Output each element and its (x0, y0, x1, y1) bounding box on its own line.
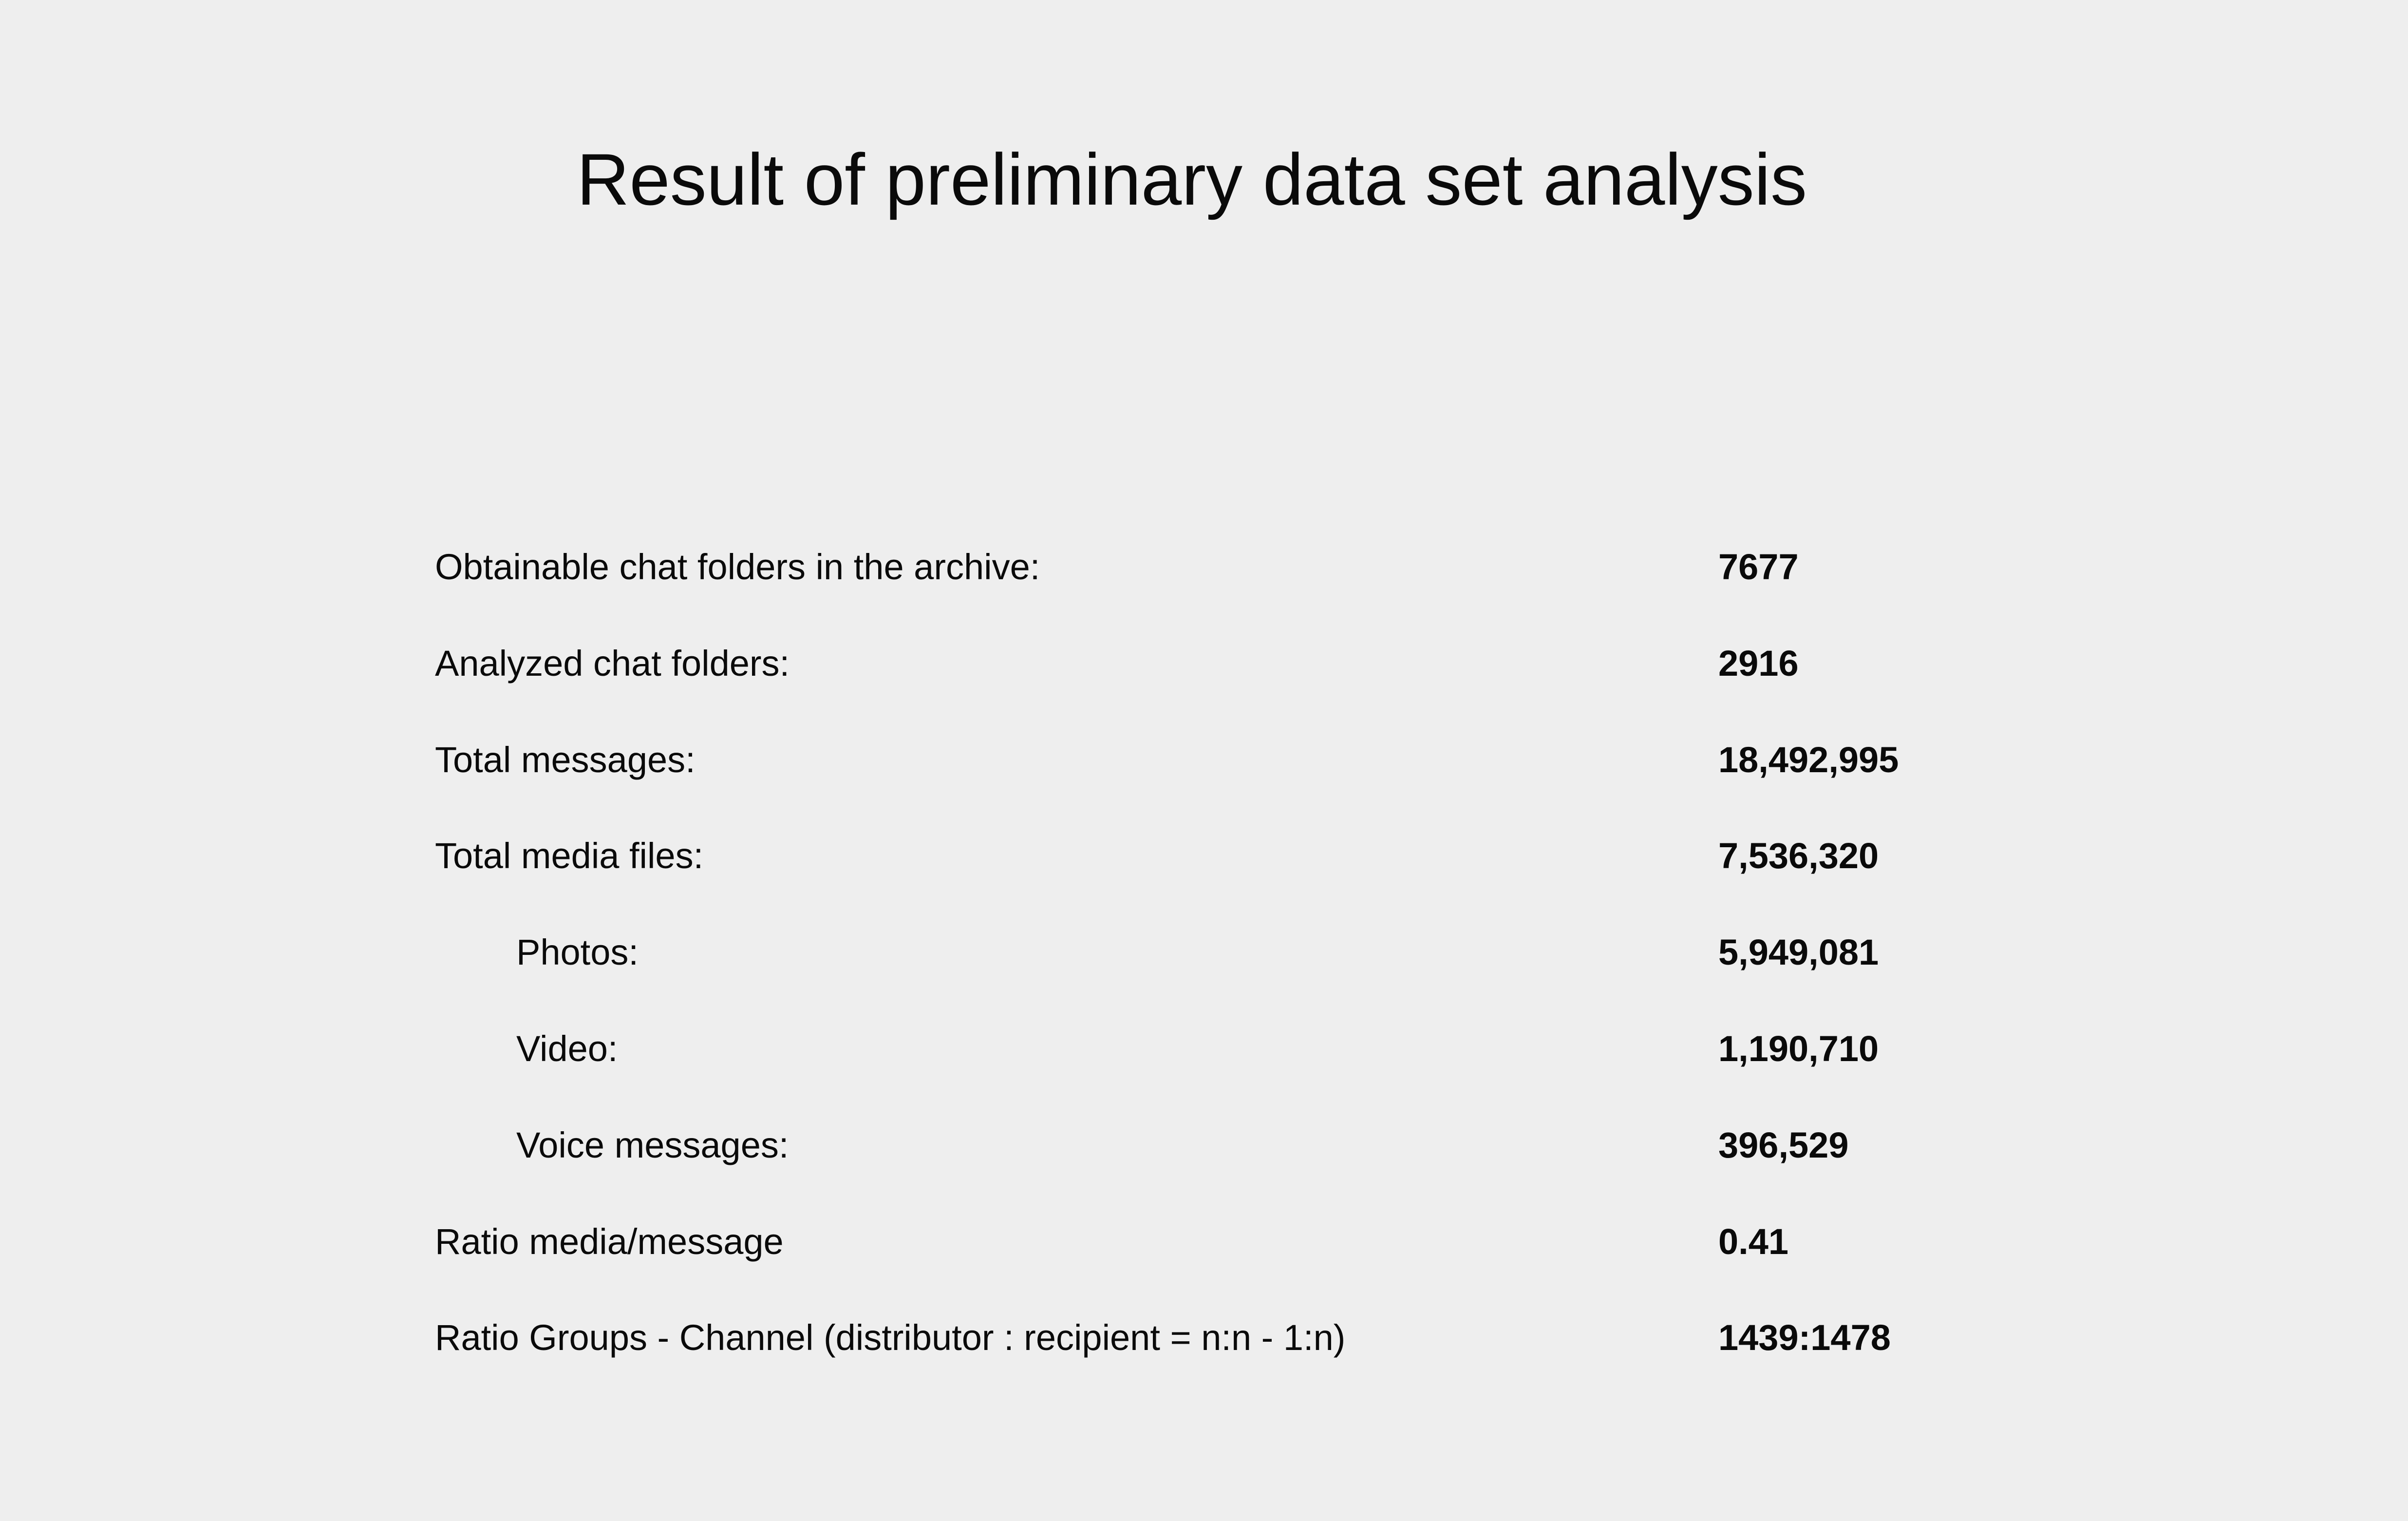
stat-row-total-messages: Total messages: 18,492,995 (0, 731, 2408, 789)
slide-title: Result of preliminary data set analysis (576, 138, 1807, 220)
stat-label: Ratio media/message (435, 1221, 784, 1262)
stat-value: 2916 (1718, 643, 1799, 684)
stat-row-obtainable-chat-folders: Obtainable chat folders in the archive: … (0, 538, 2408, 596)
stat-row-total-media-files: Total media files: 7,536,320 (0, 827, 2408, 885)
stat-row-video: Video: 1,190,710 (0, 1020, 2408, 1078)
stat-value: 0.41 (1718, 1221, 1789, 1262)
stat-row-photos: Photos: 5,949,081 (0, 923, 2408, 982)
stat-value: 5,949,081 (1718, 932, 1879, 972)
stat-row-analyzed-chat-folders: Analyzed chat folders: 2916 (0, 634, 2408, 693)
stat-label: Photos: (516, 932, 639, 972)
stat-value: 7677 (1718, 547, 1799, 587)
stat-label: Video: (516, 1028, 618, 1069)
stat-row-voice-messages: Voice messages: 396,529 (0, 1116, 2408, 1175)
stat-value: 1,190,710 (1718, 1028, 1879, 1069)
stat-label: Voice messages: (516, 1125, 789, 1165)
stat-row-ratio-groups-channel: Ratio Groups - Channel (distributor : re… (0, 1309, 2408, 1367)
stat-value: 7,536,320 (1718, 836, 1879, 876)
stat-row-ratio-media-message: Ratio media/message 0.41 (0, 1213, 2408, 1271)
stat-label: Ratio Groups - Channel (distributor : re… (435, 1317, 1346, 1358)
stat-value: 18,492,995 (1718, 740, 1899, 780)
stat-value: 396,529 (1718, 1125, 1849, 1165)
stat-label: Obtainable chat folders in the archive: (435, 547, 1040, 587)
stat-label: Total messages: (435, 740, 696, 780)
stat-value: 1439:1478 (1718, 1317, 1891, 1358)
stat-label: Total media files: (435, 836, 704, 876)
stat-label: Analyzed chat folders: (435, 643, 790, 684)
